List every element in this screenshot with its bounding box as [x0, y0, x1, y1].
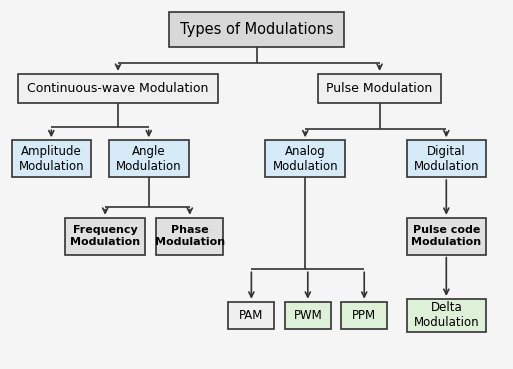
Text: Analog
Modulation: Analog Modulation — [272, 145, 338, 173]
FancyBboxPatch shape — [406, 299, 486, 332]
FancyBboxPatch shape — [66, 218, 145, 255]
FancyBboxPatch shape — [12, 140, 91, 177]
Text: PPM: PPM — [352, 309, 377, 322]
Text: Types of Modulations: Types of Modulations — [180, 22, 333, 37]
FancyBboxPatch shape — [285, 302, 331, 329]
Text: Pulse Modulation: Pulse Modulation — [326, 82, 433, 95]
Text: Continuous-wave Modulation: Continuous-wave Modulation — [27, 82, 209, 95]
Text: PAM: PAM — [239, 309, 264, 322]
Text: Phase
Modulation: Phase Modulation — [155, 225, 225, 247]
Text: PWM: PWM — [293, 309, 322, 322]
FancyBboxPatch shape — [228, 302, 274, 329]
FancyBboxPatch shape — [169, 12, 344, 47]
FancyBboxPatch shape — [265, 140, 345, 177]
Text: Frequency
Modulation: Frequency Modulation — [70, 225, 140, 247]
Text: Amplitude
Modulation: Amplitude Modulation — [18, 145, 84, 173]
FancyBboxPatch shape — [318, 74, 441, 103]
Text: Delta
Modulation: Delta Modulation — [413, 301, 479, 330]
FancyBboxPatch shape — [18, 74, 218, 103]
FancyBboxPatch shape — [406, 140, 486, 177]
Text: Digital
Modulation: Digital Modulation — [413, 145, 479, 173]
Text: Angle
Modulation: Angle Modulation — [116, 145, 182, 173]
FancyBboxPatch shape — [406, 218, 486, 255]
FancyBboxPatch shape — [109, 140, 188, 177]
FancyBboxPatch shape — [156, 218, 223, 255]
Text: Pulse code
Modulation: Pulse code Modulation — [411, 225, 481, 247]
FancyBboxPatch shape — [341, 302, 387, 329]
